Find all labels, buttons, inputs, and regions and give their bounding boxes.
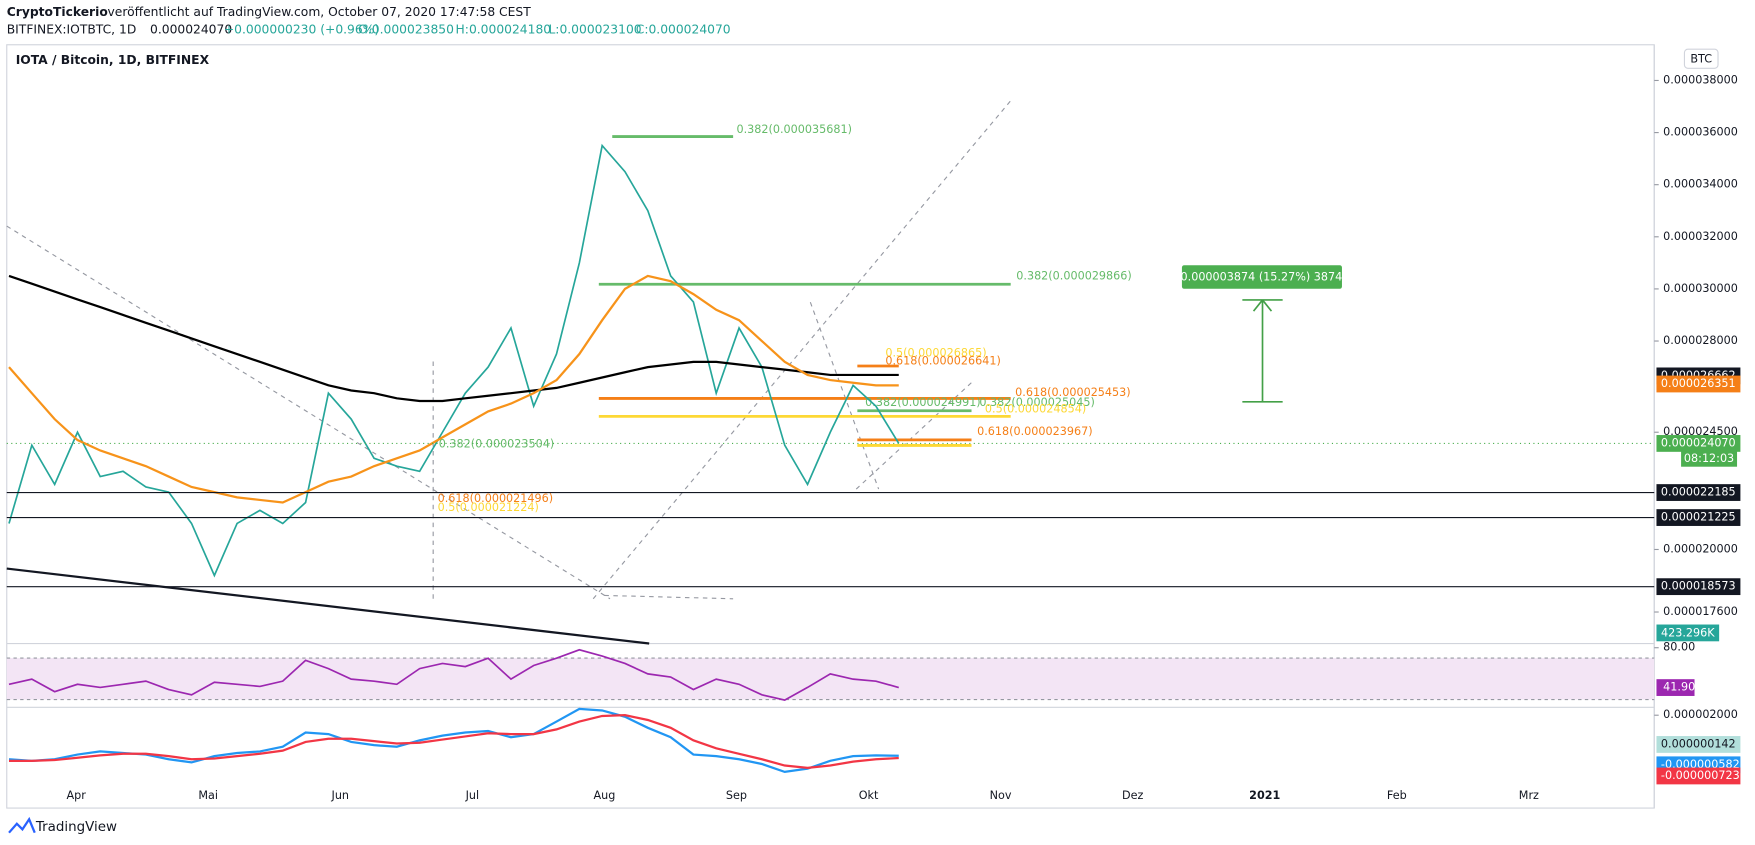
fib-label: 0.382(0.000029866)	[1016, 269, 1132, 282]
y-tick-label: 0.000002000	[1663, 708, 1738, 721]
y-tick-label: 0.000024500	[1663, 425, 1738, 438]
fib-label: 0.5(0.000024854)	[985, 403, 1086, 416]
x-tick-label: Jun	[331, 789, 349, 802]
fib-label: 0.382(0.000024991)	[865, 396, 981, 409]
symbol: BITFINEX:IOTBTC, 1D	[7, 23, 137, 37]
fib-label: 0.382(0.000023504)	[439, 437, 555, 450]
y-tick-label: 0.000034000	[1663, 178, 1738, 191]
fib-label: 0.5(0.000026865)	[885, 347, 986, 360]
x-tick-label: Apr	[66, 789, 86, 802]
fib-label: 0.618(0.000023967)	[977, 425, 1093, 438]
y-tick-label: 0.000020000	[1663, 542, 1738, 555]
rsi-last-box	[1656, 679, 1695, 696]
rsi-last-label: 41.90	[1663, 681, 1695, 694]
price-level-box	[1656, 509, 1741, 526]
y-tick-label: 0.000017600	[1663, 605, 1738, 618]
macd-level-label: -0.000000723	[1661, 769, 1740, 782]
trend-lines	[6, 100, 1012, 600]
x-tick-label: Jul	[465, 789, 480, 802]
rsi-band	[6, 658, 1655, 700]
x-tick-label: Sep	[726, 789, 747, 802]
y-tick-label: 0.000038000	[1663, 73, 1738, 86]
footer: TradingView	[35, 820, 117, 835]
volume-label: 423.296K	[1661, 626, 1715, 639]
fib-label: 0.382(0.000025045)	[979, 396, 1095, 409]
fib-label: 0.382(0.000035681)	[736, 123, 852, 136]
price-level-label: 0.000018573	[1661, 580, 1736, 593]
price-level-label: 0.000022185	[1661, 486, 1736, 499]
macd-level-box	[1656, 767, 1741, 785]
price-level-label: 0.000024070	[1661, 436, 1736, 449]
chart-title: IOTA / Bitcoin, 1D, BITFINEX	[16, 53, 210, 67]
change: +0.000000230 (+0.96%)	[224, 23, 379, 37]
moving-average	[8, 274, 899, 403]
measure-label: 0.000003874 (15.27%) 3874	[1181, 271, 1343, 284]
volume-box	[1656, 624, 1720, 642]
y-tick-label: 0.000028000	[1663, 334, 1738, 347]
currency-badge[interactable]	[1683, 48, 1719, 69]
fib-label: 0.618(0.000026641)	[885, 355, 1001, 368]
published: veröffentlicht auf TradingView.com, Octo…	[107, 5, 531, 19]
x-tick-label: Mai	[198, 789, 218, 802]
x-tick-label: Feb	[1387, 789, 1407, 802]
y-tick-label: 80.00	[1663, 641, 1695, 654]
price-level-label: 0.000026351	[1661, 377, 1736, 390]
y-tick-label: 0.000030000	[1663, 282, 1738, 295]
macd-line	[8, 707, 899, 774]
x-tick-label: Dez	[1122, 789, 1143, 802]
y-tick-label: 0.000032000	[1663, 230, 1738, 243]
macd-level-box	[1656, 736, 1741, 753]
price-level-box	[1656, 484, 1741, 501]
fib-lines	[598, 135, 1011, 447]
x-tick-label: Aug	[593, 789, 615, 802]
publisher: CryptoTickerio	[7, 5, 108, 19]
fib-label: 0.618(0.000025453)	[1015, 386, 1131, 399]
low: L:0.000023100	[548, 23, 641, 37]
price-level-box	[1656, 435, 1741, 452]
x-tick-label: 2021	[1249, 789, 1280, 802]
last: 0.000024070	[150, 23, 232, 37]
price-level-label: 0.000021225	[1661, 511, 1736, 524]
measure-arrow	[1242, 299, 1283, 403]
x-tick-label: Okt	[859, 789, 879, 802]
countdown-box	[1681, 449, 1738, 467]
price-level-box	[1656, 375, 1741, 393]
logo	[8, 816, 36, 834]
x-tick-label: Nov	[990, 789, 1012, 802]
fib-label: 0.618(0.000021496)	[438, 492, 553, 505]
close: C:0.000024070	[636, 23, 731, 37]
currency: BTC	[1690, 52, 1712, 65]
macd-level-label: 0.000000142	[1661, 737, 1736, 750]
moving-average	[8, 274, 899, 504]
fib-label: 0.5(0.000021224)	[438, 501, 539, 514]
rsi-line	[8, 648, 899, 701]
y-tick-label: 0.000036000	[1663, 126, 1738, 139]
countdown: 08:12:03	[1684, 452, 1734, 465]
x-tick-label: Mrz	[1519, 789, 1539, 802]
price-line	[8, 143, 900, 578]
price-level-box	[1656, 578, 1741, 596]
high: H:0.000024180	[456, 23, 552, 37]
open: O:0.000023850	[358, 23, 454, 37]
macd-line	[8, 714, 899, 770]
measure-box	[1181, 265, 1342, 289]
macd-level-label: -0.000000582	[1661, 758, 1740, 771]
trend-line	[6, 567, 650, 645]
